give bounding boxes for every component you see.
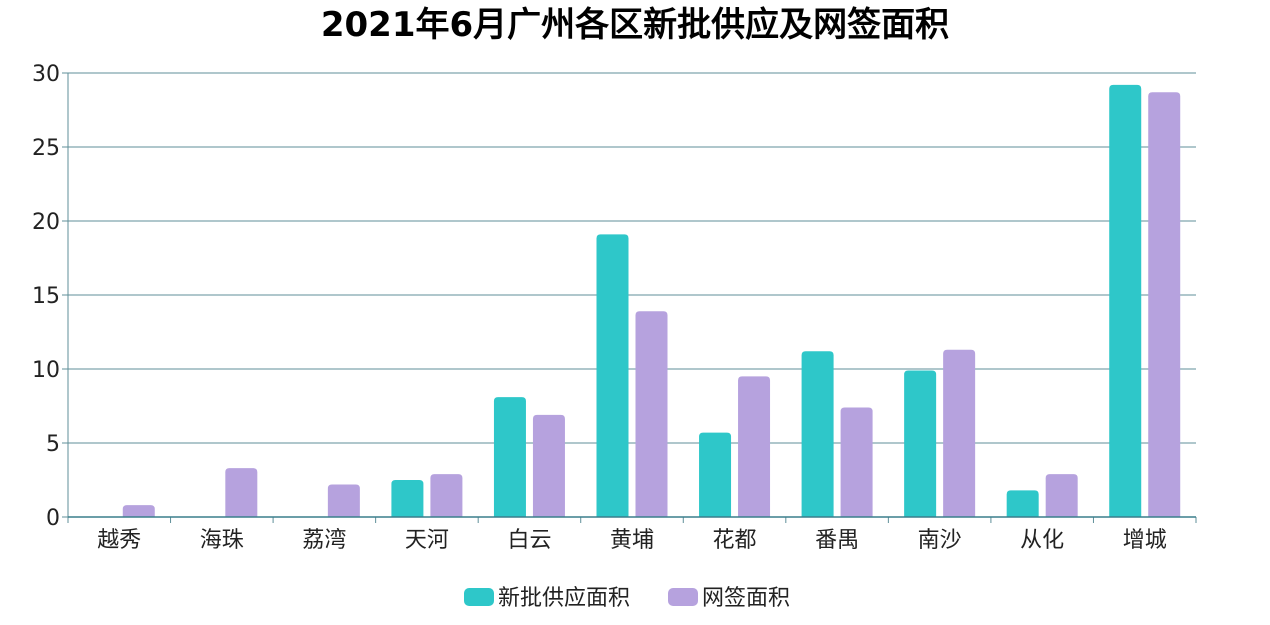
bar-supply[interactable] [801,351,834,517]
legend-item-supply[interactable]: 新批供应面积 [464,586,630,611]
y-tick-label: 10 [32,358,60,383]
bar-signed[interactable] [430,474,463,517]
y-tick-label: 0 [46,506,60,531]
x-tick-label: 白云 [507,528,551,553]
bar-supply[interactable] [493,397,526,517]
y-tick-label: 25 [32,136,60,161]
bar-signed[interactable] [1045,474,1078,517]
bar-signed[interactable] [1148,92,1181,518]
bar-signed[interactable] [122,505,155,517]
bar-signed[interactable] [943,349,976,517]
x-tick-label: 天河 [405,528,449,553]
grid-lines [68,72,1196,518]
bars [122,84,1181,518]
bar-signed[interactable] [738,376,771,517]
x-axis: 越秀 海珠 荔湾 天河 白云 黄埔 花都 番禺 南沙 从化 增城 [67,516,1197,553]
bar-signed[interactable] [635,311,668,517]
y-tick-label: 20 [32,210,60,235]
bar-supply[interactable] [596,234,629,517]
bar-supply[interactable] [391,480,424,517]
legend-swatch [668,588,698,606]
x-tick-label: 黄埔 [610,528,654,553]
bar-supply[interactable] [699,432,732,517]
y-tick-label: 5 [46,432,60,457]
x-tick-label: 南沙 [918,528,962,553]
x-tick-label: 番禺 [815,528,859,553]
bar-signed[interactable] [225,468,258,517]
bar-signed[interactable] [840,407,873,517]
y-axis: 0 5 10 15 20 25 30 [32,62,69,531]
x-tick-label: 增城 [1123,528,1167,553]
x-tick-label: 越秀 [97,528,141,553]
legend: 新批供应面积 网签面积 [464,586,790,611]
bar-supply[interactable] [1006,490,1039,517]
x-tick-label: 从化 [1020,528,1064,553]
y-tick-label: 30 [32,62,60,87]
bar-signed[interactable] [327,484,360,517]
y-tick-label: 15 [32,284,60,309]
x-tick-label: 荔湾 [302,528,346,553]
chart-title: 2021年6月广州各区新批供应及网签面积 [321,5,949,45]
legend-item-signed[interactable]: 网签面积 [668,586,790,611]
bar-signed[interactable] [532,414,565,517]
x-tick-label: 花都 [713,528,757,553]
bar-supply[interactable] [1109,84,1142,517]
legend-swatch [464,588,494,606]
legend-label: 网签面积 [702,586,790,611]
bar-supply[interactable] [904,370,937,517]
legend-label: 新批供应面积 [498,586,630,611]
x-tick-label: 海珠 [200,528,244,553]
